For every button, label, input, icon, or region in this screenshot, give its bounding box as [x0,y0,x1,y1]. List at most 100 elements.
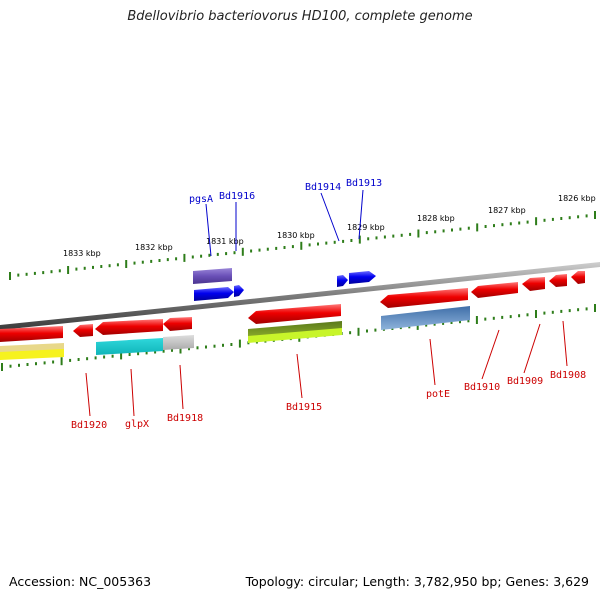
gene-Bd1915-arrow[interactable] [248,304,341,324]
gene-label-Bd1916[interactable]: Bd1916 [219,191,255,202]
gene-Bd1914-arrow[interactable] [337,275,348,287]
leader-pgsA [205,203,212,257]
major-tick [9,272,11,280]
tick-label-1826: 1826 kbp [558,194,596,203]
gene-label-pgsA[interactable]: pgsA [189,194,213,205]
gene-label-Bd1910[interactable]: Bd1910 [464,382,500,393]
tick-label-1831: 1831 kbp [206,237,244,246]
minor-tick [400,233,403,237]
minor-tick [266,247,269,251]
major-tick [300,241,303,250]
minor-tick [349,331,352,335]
gene-extra-arrow[interactable] [571,271,585,284]
minor-tick [283,246,286,249]
gene-label-Bd1915[interactable]: Bd1915 [286,402,322,413]
major-tick [125,260,128,268]
genome-backbone [0,262,600,330]
gene-label-Bd1909[interactable]: Bd1909 [507,376,543,387]
forward-genes [193,268,376,301]
minor-tick [26,363,29,366]
minor-tick [233,251,236,255]
minor-tick [374,328,377,332]
gene-Bd1920-arrow-left[interactable] [0,326,63,342]
major-tick [179,345,182,354]
leader-Bd1915 [296,353,303,399]
minor-tick [543,311,546,315]
minor-tick [317,242,319,246]
minor-tick [484,317,487,321]
major-tick [535,310,537,318]
gene-Bd1916-arrow[interactable] [234,285,244,297]
reverse-gene-labels: Bd1920 glpX Bd1918 Bd1915 potE Bd1910 Bd… [71,370,586,431]
minor-tick [275,246,278,250]
scale-ticks-upper [9,211,596,280]
minor-tick [333,240,336,244]
minor-tick [77,358,80,361]
major-tick [417,229,420,238]
gene-Bd1910-arrow[interactable] [471,282,518,298]
minor-tick [83,266,86,270]
gene-Bd1918-arrow[interactable] [163,317,192,331]
minor-tick [467,226,470,230]
minor-tick [560,309,563,313]
gene-Bd1920-arrow[interactable] [73,324,93,337]
feature-glpX-cyan [96,338,163,355]
minor-tick [425,323,428,327]
tick-label-1833: 1833 kbp [63,249,101,258]
gene-Bd1909-arrow[interactable] [522,277,545,291]
minor-tick [103,355,106,359]
leader-Bd1913 [358,189,364,240]
minor-tick [205,345,207,349]
minor-tick [375,236,378,240]
minor-tick [568,309,571,313]
gene-Bd1913-arrow[interactable] [349,271,376,284]
minor-tick [484,225,487,228]
minor-tick [434,230,437,234]
minor-tick [409,232,412,236]
minor-tick [425,231,428,235]
topology-summary: Topology: circular; Length: 3,782,950 bp… [245,574,589,589]
leader-Bd1914 [320,192,340,242]
minor-tick [493,224,495,228]
minor-tick [459,227,462,231]
gene-pgsA-arrow[interactable] [194,287,234,301]
feature-bd1915-olive [248,321,342,337]
gene-glpX-arrow[interactable] [95,319,163,335]
leader-potE [429,338,436,386]
gene-label-potE[interactable]: potE [426,389,450,400]
reverse-genes [0,271,585,342]
major-tick [238,339,241,348]
gene-label-Bd1908[interactable]: Bd1908 [550,370,586,381]
minor-tick [325,241,328,245]
minor-tick [213,344,216,348]
leader-lines [85,189,568,417]
gene-Bd1908-arrow[interactable] [549,274,567,287]
gene-pgsA-feature [193,268,232,284]
minor-tick [308,243,311,247]
minor-tick [350,239,353,242]
gene-potE-arrow[interactable] [380,288,468,308]
minor-tick [225,252,228,256]
minor-tick [585,307,588,311]
gene-label-Bd1913[interactable]: Bd1913 [346,178,382,189]
minor-tick [451,228,453,232]
minor-tick [392,234,395,238]
minor-tick [25,272,28,276]
tick-label-1830: 1830 kbp [277,231,315,240]
reverse-features [0,306,470,360]
gene-label-glpX[interactable]: glpX [125,419,149,430]
minor-tick [75,267,78,271]
minor-tick [200,254,203,258]
minor-tick [150,259,153,263]
minor-tick [9,364,12,368]
minor-tick [467,319,470,323]
minor-tick [366,329,368,333]
major-tick [60,357,63,366]
gene-label-Bd1914[interactable]: Bd1914 [305,182,341,193]
tick-label-1832: 1832 kbp [135,243,173,252]
minor-tick [551,310,554,314]
gene-label-Bd1918[interactable]: Bd1918 [167,413,203,424]
minor-tick [196,346,199,350]
gene-label-Bd1920[interactable]: Bd1920 [71,420,107,431]
minor-tick [577,308,580,312]
